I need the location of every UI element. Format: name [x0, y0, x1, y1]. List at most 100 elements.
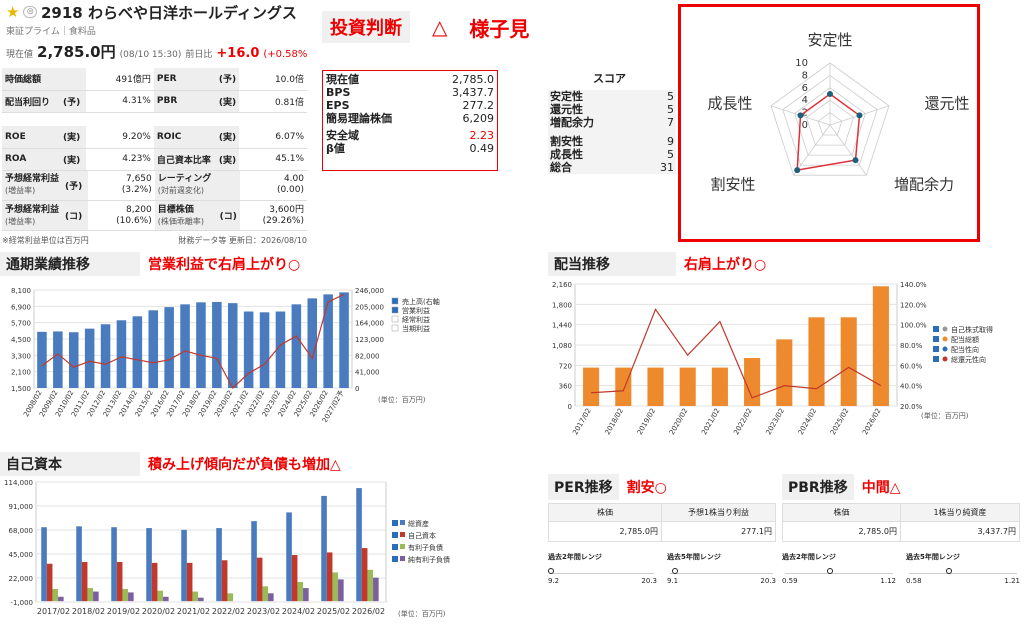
y2-tick: 205,000 [355, 303, 384, 311]
bar [332, 572, 339, 602]
bar [259, 312, 270, 388]
equity-chart: 114,000 91,000 68,000 45,000 22,000 -1,000 201… [4, 479, 450, 618]
fin-value: 45.1% [239, 148, 307, 171]
radar-label: 安定性 [807, 31, 852, 49]
x-tick: 2020/02 [142, 607, 175, 616]
legend-item: 総資産 [408, 519, 429, 528]
bar [307, 298, 318, 388]
bar [132, 316, 143, 388]
bar [76, 526, 82, 602]
pbr-range-max: 1.12 [880, 577, 896, 585]
bar [157, 590, 164, 602]
per-range: 過去5年間レンジ 9.1 20.3 [667, 552, 776, 585]
bar [615, 367, 632, 406]
fin-row: ROA (実) 4.23% 自己資本比率 (実) 45.1% [2, 148, 307, 171]
bar [373, 577, 379, 602]
x-tick: 2022/02 [212, 607, 245, 616]
bar [186, 562, 193, 602]
legend-item: 自己株式取得 [951, 325, 993, 334]
fin-sub: (実) [215, 90, 240, 113]
valuation-key: EPS [326, 99, 350, 112]
x-tick: 2026/02 [352, 607, 385, 616]
bar [84, 328, 95, 388]
fin-label: ROA [2, 148, 60, 171]
fin-label-sub: (増益率) [5, 186, 36, 196]
bar [111, 527, 117, 602]
pbr-h2: 1株当り純資産 [901, 504, 1019, 521]
price-time: (08/10 15:30) [119, 50, 182, 60]
valuation-box: 現在値 2,785.0 BPS 3,437.7 EPS 277.2 簡易理論株価 6,209 安… [322, 70, 498, 171]
bar [181, 529, 187, 602]
fin-value-sub: (29.26%) [262, 215, 304, 226]
fin-value-sub: (0.00) [276, 185, 304, 196]
unit-label: (単位：百万円) [921, 411, 969, 420]
line-series [591, 308, 882, 399]
bar [221, 560, 228, 602]
sec3-header: 自己資本 積み上げ傾向だが負債も増加△ [0, 452, 341, 476]
bar [808, 317, 825, 406]
fin-sub [216, 170, 240, 201]
bar [840, 317, 857, 406]
valuation-key: 簡易理論株価 [326, 112, 392, 125]
legend-checkbox [391, 315, 399, 323]
fin-label-main: レーティング [157, 174, 212, 185]
legend-item: 売上高(右軸) [402, 297, 440, 306]
bar [679, 367, 696, 406]
y2-tick: 41,000 [355, 369, 380, 377]
bar [58, 596, 64, 602]
pbr-panel: PBR推移 中間△ 株価 1株当り純資産 2,785.0円 3,437.7円 過去2年間レン… [782, 474, 1020, 585]
fin-row: 予想経常利益 (増益率) (コ) 8,200 (10.6%) 目標株価 (株価乖離率) (コ)… [2, 200, 307, 231]
valuation-key: 現在値 [326, 73, 359, 86]
bar [262, 586, 269, 602]
fin-value: 4.23% [85, 148, 154, 171]
fin-label: PBR [153, 90, 216, 113]
y-tick: 68,000 [9, 527, 34, 535]
bar [744, 357, 761, 406]
data-source: 財務データ等 更新日：2026/08/10 [178, 236, 307, 245]
score-row: 成長性 5 [548, 148, 676, 161]
fin-label: PER [153, 68, 216, 91]
fin-row [2, 112, 307, 126]
fin-label-main: 目標株価 [157, 204, 194, 215]
fin-label: 時価総額 [2, 68, 60, 91]
fin-value: 9.20% [85, 126, 154, 149]
favorite-star-icon[interactable]: ★ [6, 3, 20, 21]
legend-item: 純有利子負債 [408, 555, 450, 564]
pbr-range-label: 過去5年間レンジ [906, 553, 960, 561]
legend-item: 有利子負債 [408, 543, 443, 552]
valuation-key: BPS [326, 86, 351, 99]
score-row: 総合 31 [548, 161, 676, 174]
bar [68, 332, 79, 388]
bar [116, 320, 127, 388]
fin-sub: (実) [215, 126, 240, 149]
unit-label: (単位：百万円) [398, 609, 446, 618]
y-tick: 360 [559, 383, 572, 391]
sec2-note: 右肩上がり○ [684, 257, 767, 273]
fin-row: ROE (実) 9.20% ROIC (実) 6.07% [2, 126, 307, 149]
bar [361, 548, 368, 602]
legend-checkbox [933, 326, 939, 332]
chat-icon[interactable]: ⊜ [23, 6, 37, 18]
x-tick: 2026/02 [861, 407, 882, 436]
current-price: 2,785.0円 [37, 43, 116, 61]
x-tick: 2024/02 [797, 407, 818, 436]
fin-value: 3,600円 (29.26%) [239, 200, 307, 231]
bar [227, 303, 238, 388]
judgement-label: 投資判断 [322, 11, 410, 43]
score-value: 9 [667, 135, 674, 148]
legend-checkbox [392, 556, 398, 562]
radar-grid [770, 62, 890, 176]
legend-checkbox [391, 324, 399, 332]
radar-tick: 10 [795, 58, 808, 69]
radar-point [852, 157, 859, 164]
pbr-range-min: 0.59 [782, 577, 798, 585]
sec3-note: 積み上げ傾向だが負債も増加△ [148, 457, 341, 473]
y-tick: 2,160 [552, 281, 572, 289]
sec1-title: 通期業績推移 [0, 252, 140, 276]
x-tick: 2025/02 [317, 607, 350, 616]
score-title: スコア [593, 72, 626, 85]
legend-marker [400, 520, 405, 525]
bar [323, 294, 333, 388]
fin-value: 6.07% [239, 126, 307, 149]
fin-label: ROE [2, 126, 60, 149]
